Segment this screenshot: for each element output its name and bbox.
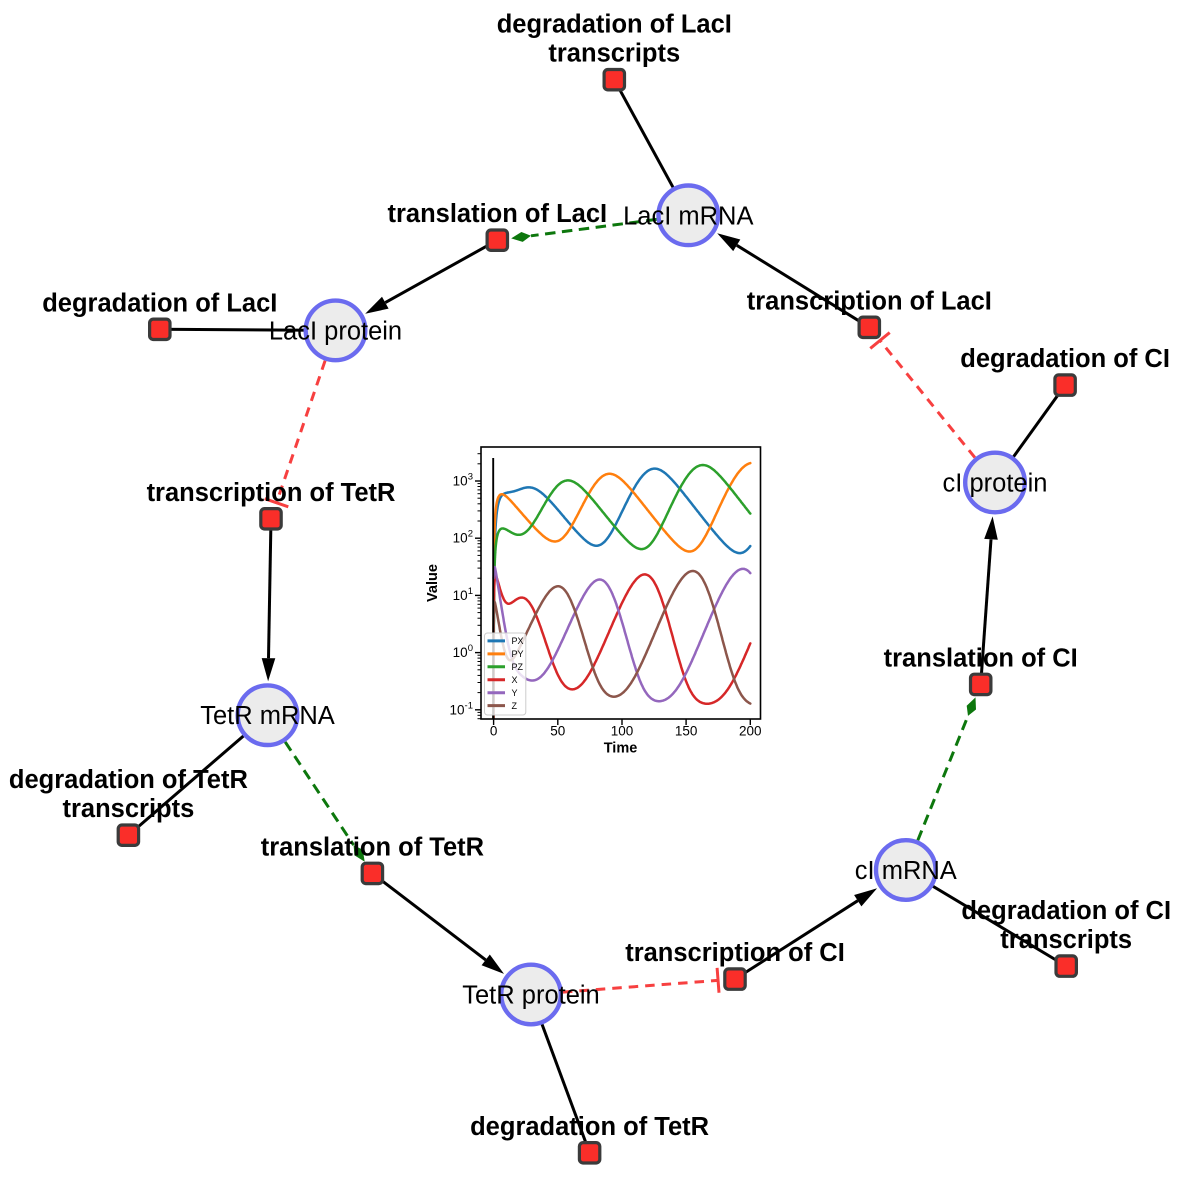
- svg-text:200: 200: [739, 724, 762, 739]
- svg-text:transcription of TetR: transcription of TetR: [147, 479, 396, 507]
- svg-text:Y: Y: [512, 688, 518, 698]
- svg-text:degradation of CI: degradation of CI: [961, 897, 1171, 925]
- svg-text:transcripts: transcripts: [548, 40, 680, 68]
- svg-text:transcription of CI: transcription of CI: [625, 939, 845, 967]
- svg-text:transcripts: transcripts: [63, 795, 195, 823]
- svg-text:LacI mRNA: LacI mRNA: [623, 202, 753, 230]
- svg-text:Time: Time: [604, 741, 638, 757]
- svg-text:X: X: [512, 675, 518, 685]
- svg-text:translation of TetR: translation of TetR: [261, 833, 484, 861]
- svg-text:100: 100: [611, 724, 634, 739]
- svg-text:translation of CI: translation of CI: [884, 644, 1078, 672]
- svg-text:degradation of LacI: degradation of LacI: [42, 289, 277, 317]
- svg-text:cI protein: cI protein: [943, 470, 1048, 498]
- svg-text:degradation of LacI: degradation of LacI: [497, 11, 732, 39]
- svg-text:TetR protein: TetR protein: [462, 982, 600, 1010]
- svg-text:PX: PX: [512, 636, 524, 646]
- svg-text:0: 0: [490, 724, 498, 739]
- svg-text:Value: Value: [425, 564, 441, 602]
- svg-text:transcription of LacI: transcription of LacI: [747, 287, 992, 315]
- svg-text:PZ: PZ: [512, 662, 524, 672]
- svg-text:translation of LacI: translation of LacI: [387, 200, 607, 228]
- svg-text:TetR mRNA: TetR mRNA: [200, 702, 335, 730]
- svg-text:Z: Z: [512, 701, 518, 711]
- svg-text:degradation of TetR: degradation of TetR: [470, 1113, 709, 1141]
- svg-text:LacI protein: LacI protein: [269, 317, 402, 345]
- svg-text:degradation of CI: degradation of CI: [960, 345, 1170, 373]
- svg-text:degradation of TetR: degradation of TetR: [9, 766, 248, 794]
- svg-text:150: 150: [675, 724, 698, 739]
- svg-text:50: 50: [550, 724, 565, 739]
- svg-text:cI mRNA: cI mRNA: [855, 857, 957, 885]
- svg-text:transcripts: transcripts: [1000, 926, 1132, 954]
- svg-text:PY: PY: [512, 649, 524, 659]
